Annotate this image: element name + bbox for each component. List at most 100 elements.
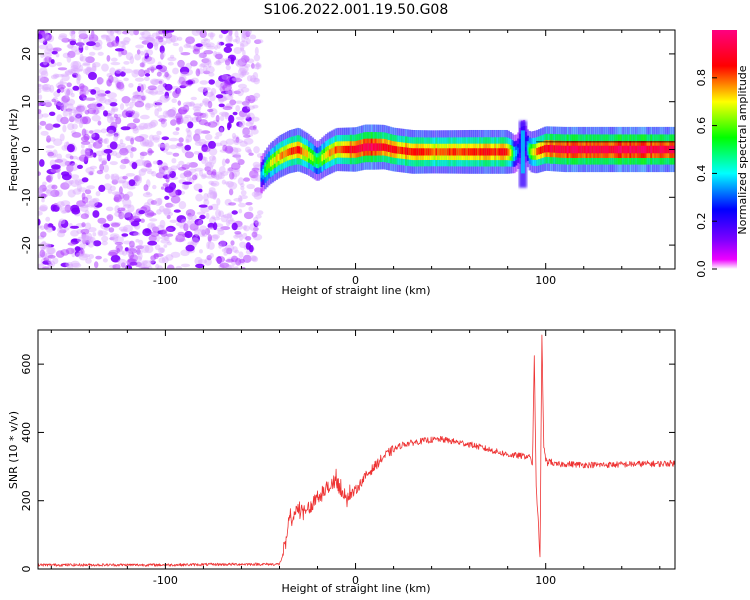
- noise-blob: [42, 40, 48, 46]
- noise-blob: [201, 58, 210, 64]
- noise-blob: [39, 204, 48, 212]
- ridge-cell: [384, 143, 387, 152]
- noise-blob: [164, 195, 170, 200]
- noise-blob: [128, 83, 134, 88]
- noise-blob: [254, 187, 262, 193]
- noise-blob: [206, 241, 210, 250]
- noise-blob: [242, 49, 246, 57]
- noise-blob: [125, 173, 136, 177]
- noise-blob: [43, 242, 52, 249]
- noise-blob: [78, 253, 89, 261]
- noise-blob: [224, 112, 229, 120]
- ridge-cell: [621, 145, 625, 154]
- noise-blob: [225, 43, 234, 47]
- noise-blob: [45, 244, 55, 248]
- noise-blob: [252, 161, 261, 168]
- ridge-cell: [395, 146, 398, 154]
- noise-blob: [117, 114, 122, 118]
- noise-blob: [109, 30, 115, 36]
- noise-blob: [246, 95, 256, 100]
- noise-blob: [215, 174, 220, 181]
- noise-blob: [58, 158, 68, 167]
- noise-blob: [114, 70, 121, 77]
- noise-blob: [224, 145, 234, 154]
- noise-blob: [135, 44, 145, 49]
- noise-blob: [243, 111, 251, 119]
- ridge-cell: [627, 145, 630, 154]
- noise-blob: [118, 211, 125, 220]
- noise-blob: [60, 262, 70, 268]
- noise-blob: [158, 257, 166, 264]
- noise-blob: [38, 206, 48, 212]
- noise-blob: [56, 153, 62, 160]
- ridge-cell: [431, 148, 434, 156]
- noise-blob: [178, 160, 185, 166]
- noise-blob: [110, 30, 115, 35]
- noise-blob: [239, 120, 246, 127]
- noise-blob: [67, 189, 76, 198]
- noise-blob: [80, 204, 89, 212]
- noise-blob: [60, 73, 70, 77]
- noise-blob: [70, 174, 80, 180]
- noise-blob: [184, 114, 192, 119]
- noise-blob: [220, 30, 229, 35]
- noise-blob: [210, 112, 215, 118]
- noise-blob: [164, 71, 169, 78]
- noise-blob: [242, 128, 251, 138]
- ridge-cell: [425, 148, 429, 156]
- noise-blob: [195, 30, 201, 34]
- noise-blob: [68, 112, 72, 118]
- noise-blob: [159, 247, 166, 253]
- noise-blob: [74, 246, 81, 252]
- noise-blob: [82, 89, 90, 96]
- noise-blob: [164, 83, 173, 91]
- ridge-cell: [467, 148, 471, 156]
- ridge-cell: [579, 145, 583, 154]
- noise-blob: [86, 41, 96, 47]
- noise-blob: [207, 32, 216, 38]
- noise-blob: [97, 229, 104, 237]
- noise-blob: [87, 240, 95, 248]
- noise-blob: [84, 222, 92, 231]
- noise-blob: [205, 175, 216, 179]
- ridge-cell: [553, 145, 556, 153]
- ridge-cell: [610, 145, 613, 154]
- snr-y-axis-label: SNR (10 * v/v): [7, 411, 20, 489]
- chart-title: S106.2022.001.19.50.G08: [264, 2, 449, 18]
- ridge-cell: [380, 143, 383, 151]
- noise-blob: [82, 116, 91, 125]
- ridge-cell: [357, 145, 360, 153]
- noise-blob: [67, 242, 76, 246]
- noise-blob: [127, 248, 137, 254]
- ridge-cell: [507, 148, 510, 156]
- noise-blob: [54, 73, 64, 78]
- noise-blob: [218, 166, 226, 174]
- noise-blob: [156, 71, 162, 77]
- noise-blob: [166, 151, 173, 155]
- noise-blob: [185, 244, 195, 252]
- noise-blob: [91, 66, 97, 73]
- noise-blob: [166, 30, 175, 33]
- ridge-cell: [589, 145, 592, 154]
- noise-blob: [57, 172, 61, 180]
- noise-blob: [108, 75, 114, 84]
- noise-blob: [177, 100, 182, 106]
- noise-blob: [113, 131, 120, 139]
- noise-blob: [208, 140, 216, 149]
- noise-blob: [80, 140, 91, 145]
- noise-blob: [105, 34, 116, 42]
- noise-blob: [177, 231, 185, 236]
- noise-blob: [201, 173, 207, 178]
- noise-blob: [219, 262, 230, 269]
- noise-blob: [158, 37, 164, 43]
- noise-blob: [253, 77, 260, 85]
- noise-blob: [228, 89, 233, 96]
- noise-blob: [138, 69, 146, 77]
- noise-blob: [64, 227, 70, 231]
- ridge-cell: [452, 148, 455, 156]
- noise-blob: [40, 70, 49, 78]
- noise-blob: [43, 257, 49, 262]
- noise-blob: [84, 86, 89, 94]
- noise-blob: [94, 90, 101, 99]
- noise-blob: [199, 169, 203, 177]
